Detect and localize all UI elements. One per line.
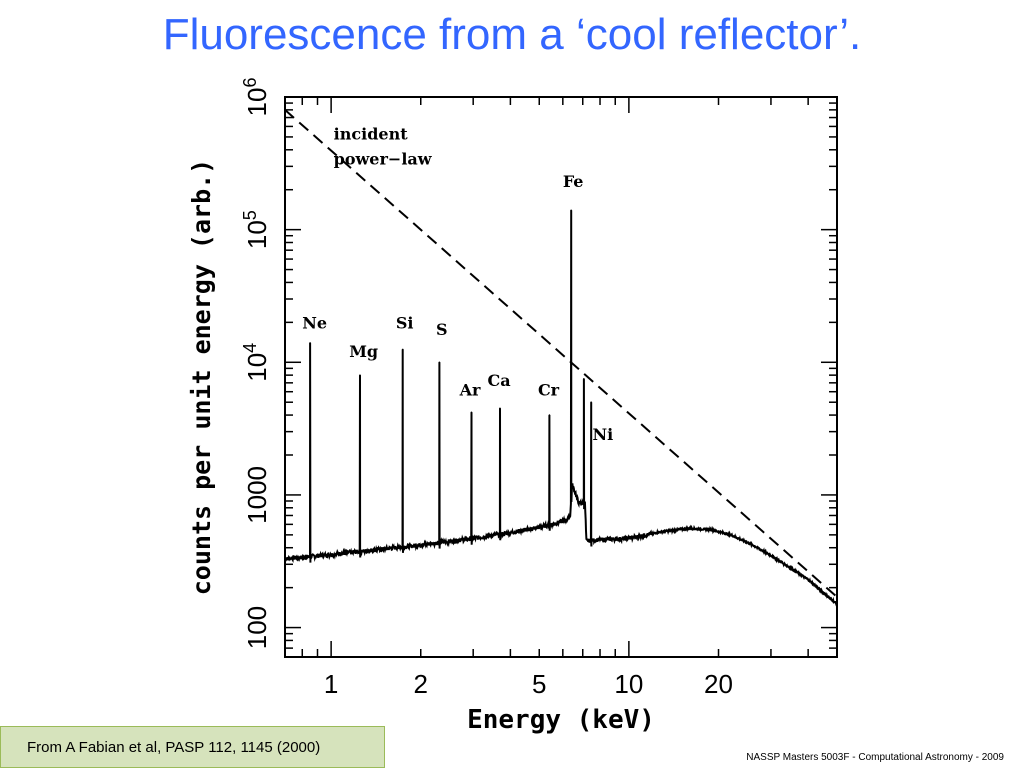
- y-tick-label-base: 10: [242, 353, 272, 382]
- emission-line-peak: [359, 374, 361, 376]
- reflection-spectrum-line: [284, 210, 838, 607]
- y-tick-label: 100: [242, 606, 272, 649]
- y-tick-label: 106: [240, 78, 272, 117]
- annotation-label: Ni: [593, 425, 614, 444]
- annotation-label: Si: [396, 313, 414, 332]
- footer-text: NASSP Masters 5003F - Computational Astr…: [746, 752, 1004, 763]
- source-credit-text: From A Fabian et al, PASP 112, 1145 (200…: [27, 738, 321, 756]
- y-tick-label-base: 1000: [242, 466, 272, 524]
- emission-line-peak: [401, 348, 404, 351]
- emission-line-peak: [499, 407, 501, 410]
- y-tick-label-base: 100: [242, 606, 272, 649]
- x-tick-label: 5: [532, 669, 546, 699]
- x-tick-label: 1: [324, 669, 338, 699]
- x-tick-label: 20: [704, 669, 733, 699]
- emission-line-peak: [583, 378, 585, 380]
- annotation-label: power−law: [334, 149, 433, 168]
- y-tick-label-exponent: 4: [240, 343, 260, 353]
- annotation-label: Ne: [302, 313, 327, 332]
- y-tick-label: 105: [240, 210, 272, 249]
- emission-line-peak: [309, 342, 311, 344]
- emission-line-peak: [470, 411, 473, 414]
- y-tick-label-exponent: 5: [240, 210, 260, 220]
- incident-power-law-line: [284, 109, 838, 598]
- x-tick-label: 2: [414, 669, 428, 699]
- annotation-label: Mg: [349, 342, 378, 361]
- annotation-label: Cr: [538, 381, 560, 400]
- source-credit: From A Fabian et al, PASP 112, 1145 (200…: [0, 726, 385, 768]
- annotation-label: S: [436, 320, 448, 339]
- annotation-label: Ca: [487, 371, 510, 390]
- annotation-label: Fe: [563, 172, 584, 191]
- annotation-label: Ar: [459, 381, 481, 400]
- y-tick-label: 1000: [242, 466, 272, 524]
- emission-line-peak: [590, 401, 592, 404]
- emission-line-peak: [548, 414, 551, 416]
- y-tick-label-exponent: 6: [240, 78, 260, 88]
- x-axis-label: Energy (keV): [467, 705, 655, 735]
- plot-frame: [284, 96, 838, 658]
- y-axis-label: counts per unit energy (arb.): [187, 159, 216, 596]
- slide-title: Fluorescence from a ‘cool reflector’.: [162, 10, 862, 59]
- emission-line-peak: [570, 209, 572, 212]
- x-tick-label: 10: [614, 669, 643, 699]
- y-tick-label-base: 10: [242, 220, 272, 249]
- y-tick-label-base: 10: [242, 88, 272, 117]
- y-tick-label: 104: [240, 343, 272, 382]
- annotation-label: incident: [334, 124, 409, 143]
- emission-line-peak: [438, 361, 441, 364]
